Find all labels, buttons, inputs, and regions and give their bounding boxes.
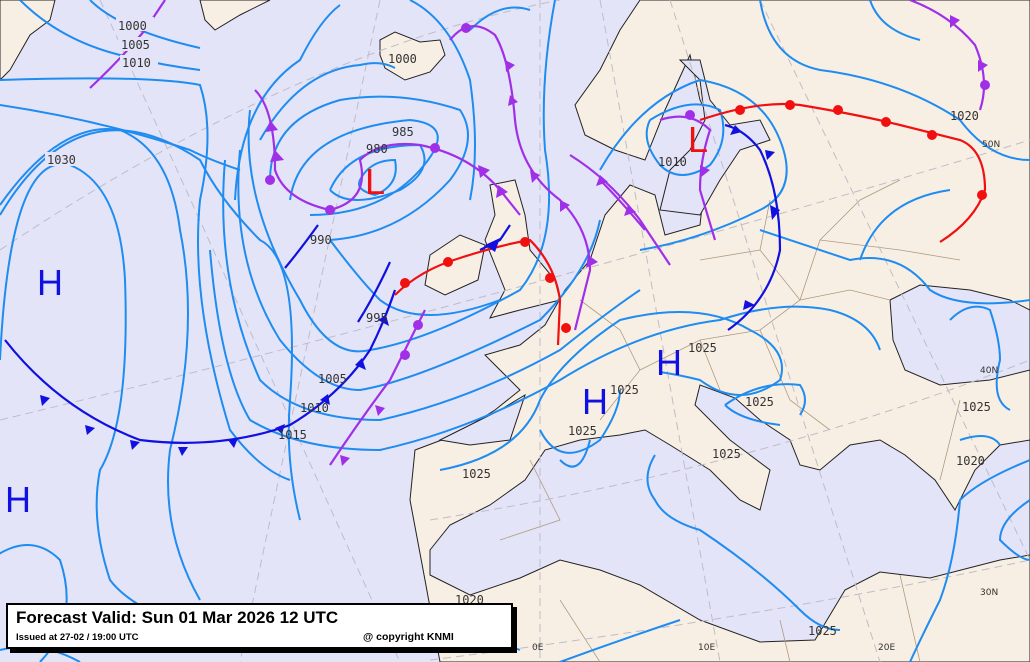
isobar-label: 990 — [310, 233, 332, 247]
forecast-valid-title: Forecast Valid: Sun 01 Mar 2026 12 UTC — [16, 608, 339, 627]
front-symbols — [40, 15, 990, 466]
high-pressure-center: H — [582, 381, 608, 422]
isobar-label: 1005 — [121, 38, 150, 52]
isobar-label: 1010 — [300, 401, 329, 415]
isobar-label: 1000 — [388, 52, 417, 66]
occluded-front-north[interactable] — [449, 25, 592, 331]
high-pressure-center: H — [656, 342, 682, 383]
seas — [429, 59, 1030, 643]
isobar-label: 1000 — [118, 19, 147, 33]
low-pressure-center: L — [365, 161, 385, 202]
fronts[interactable] — [4, 0, 990, 466]
cold-front-atlantic[interactable] — [4, 289, 397, 444]
latitude-label: 40N — [980, 366, 998, 376]
issued-timestamp: Issued at 27-02 / 19:00 UTC — [16, 632, 139, 643]
cold-front-short-2[interactable] — [357, 261, 392, 323]
isobar-label: 1025 — [808, 624, 837, 638]
occluded-front-baltic[interactable] — [659, 115, 717, 241]
greenland-east — [199, 0, 271, 31]
copyright-notice: @ copyright KNMI — [363, 631, 454, 643]
isobar-label: 1020 — [956, 454, 985, 468]
isobar-label: 1010 — [658, 155, 687, 169]
high-pressure-center: H — [37, 262, 63, 303]
low-pressure-center: L — [688, 119, 708, 160]
isobar-label: 1025 — [962, 400, 991, 414]
iceland — [379, 31, 446, 81]
isobar-label: 1020 — [950, 109, 979, 123]
latitude-label: 50N — [982, 140, 1000, 150]
pressure-centers: H H L L H H — [5, 119, 708, 520]
isobar-label: 1025 — [462, 467, 491, 481]
isobar-label: 1030 — [47, 153, 76, 167]
occluded-front-scandinavia[interactable] — [569, 154, 671, 266]
occluded-front-northeast[interactable] — [909, 0, 986, 111]
grid-labels: 50N 40N 30N 0E 10E 20E — [532, 140, 1000, 653]
isobar-label: 1025 — [745, 395, 774, 409]
isobar-label: 995 — [366, 311, 388, 325]
isobar-label: 1025 — [712, 447, 741, 461]
high-pressure-center: H — [5, 479, 31, 520]
isobar-label: 980 — [366, 142, 388, 156]
latitude-label: 30N — [980, 588, 998, 598]
occluded-front-atlantic-south[interactable] — [329, 309, 426, 466]
warm-front-uk[interactable] — [394, 238, 562, 346]
isobar-label: 1010 — [122, 56, 151, 70]
longitude-label: 0E — [532, 643, 544, 653]
forecast-caption-box: Forecast Valid: Sun 01 Mar 2026 12 UTC I… — [6, 603, 513, 649]
greenland — [0, 0, 56, 81]
isobar-label: 1025 — [610, 383, 639, 397]
isobar-labels: 1000 1005 1010 1030 1000 985 980 990 995… — [45, 17, 991, 638]
isobar-label: 1025 — [688, 341, 717, 355]
mediterranean-sea — [429, 384, 1030, 643]
isobar-label: 1015 — [278, 428, 307, 442]
cold-front-uk[interactable] — [479, 224, 511, 251]
isobar-label: 1025 — [568, 424, 597, 438]
longitude-label: 20E — [878, 643, 895, 653]
great-britain — [484, 179, 561, 319]
ireland — [424, 234, 486, 296]
country-borders — [499, 179, 961, 662]
cold-front-short-1[interactable] — [284, 224, 319, 269]
isobar-label: 985 — [392, 125, 414, 139]
isobar-label: 1005 — [318, 372, 347, 386]
longitude-label: 10E — [698, 643, 715, 653]
black-sea — [889, 284, 1030, 386]
